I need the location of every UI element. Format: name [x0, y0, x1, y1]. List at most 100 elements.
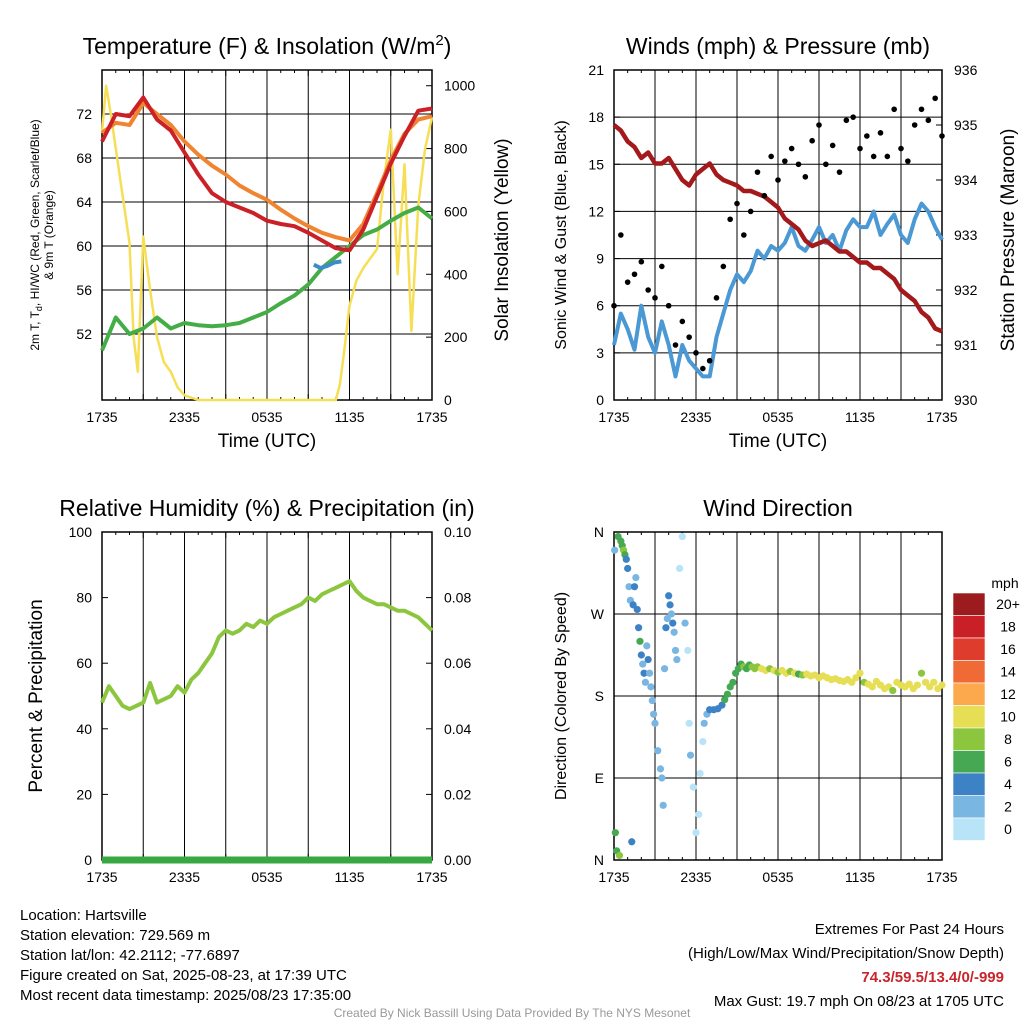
direction-panel-y-tick-label: W: [591, 606, 605, 622]
direction-point: [630, 583, 639, 591]
direction-point: [660, 665, 669, 673]
winds-panel-y-tick-label: 3: [596, 345, 604, 361]
humidity-panel-y2-tick-label: 0.06: [444, 655, 471, 671]
winds-panel-ylabel: Sonic Wind & Gust (Blue, Black): [553, 120, 570, 349]
humidity-panel-y2-tick-label: 0.04: [444, 721, 471, 737]
direction-point: [643, 642, 651, 650]
gust-point: [679, 318, 686, 325]
direction-point: [692, 829, 700, 837]
winds-panel-y2-tick-label: 933: [954, 227, 978, 243]
direction-point: [696, 769, 704, 778]
temperature-series-solar: [100, 84, 434, 402]
winds-panel-y-tick-label: 18: [588, 109, 604, 125]
direction-panel-x-tick-label: 1735: [926, 869, 957, 885]
humidity-panel-y-tick-label: 80: [76, 590, 92, 606]
max-gust-text: Max Gust: 19.7 mph On 08/23 at 1705 UTC: [713, 993, 1004, 1010]
winds-panel-ylabel-group: Sonic Wind & Gust (Blue, Black): [553, 120, 570, 349]
humidity-panel-y-tick-label: 20: [76, 786, 92, 802]
colorbar-swatch: [952, 817, 986, 841]
gust-point: [843, 117, 850, 124]
direction-point: [611, 546, 619, 554]
winds-panel-x-tick-label: 1735: [598, 409, 629, 425]
temperature-panel-x-tick-label: 0535: [251, 409, 282, 425]
temperature-panel-xlabel: Time (UTC): [218, 431, 317, 452]
direction-point: [658, 774, 666, 782]
gust-point: [720, 263, 727, 270]
temperature-panel-y-tick-label: 52: [76, 326, 92, 342]
temperature-panel-x-tick-label: 1135: [334, 409, 364, 425]
gust-point: [788, 145, 795, 152]
direction-point: [622, 555, 630, 563]
direction-point: [636, 637, 644, 645]
location-text: Location: Hartsville: [20, 907, 147, 924]
direction-point: [628, 838, 636, 846]
humidity-panel-ylabel-group: Percent & Precipitation: [26, 599, 47, 792]
gust-point: [782, 158, 788, 164]
gust-point: [809, 137, 815, 144]
temperature-panel-y2-tick-label: 200: [444, 329, 468, 345]
winds-panel-xlabel: Time (UTC): [729, 431, 828, 452]
temperature-series-2m-t: [100, 95, 433, 253]
colorbar-swatch: [952, 727, 986, 751]
direction-point: [917, 669, 926, 677]
direction-panel-y-tick-label: S: [595, 688, 604, 704]
gust-point: [795, 161, 802, 168]
direction-panel-x-tick-label: 2335: [680, 869, 711, 885]
gust-point: [939, 133, 945, 139]
gust-point: [665, 302, 672, 309]
direction-point: [644, 655, 652, 664]
winds-panel-x-tick-label: 2335: [680, 409, 711, 425]
winds-panel-y2-tick-label: 936: [954, 62, 978, 78]
gust-point: [836, 169, 843, 175]
winds-panel-ylabel2-group: Station Pressure (Maroon): [998, 129, 1019, 352]
direction-point: [662, 624, 670, 632]
gust-point: [652, 295, 658, 301]
colorbar-swatch: [952, 682, 986, 706]
gust-point: [829, 142, 836, 149]
colorbar-label: 16: [1000, 641, 1016, 657]
temperature-panel-y-tick-label: 60: [76, 238, 92, 254]
direction-point: [637, 651, 645, 659]
gust-point: [768, 153, 774, 160]
winds-panel-title: Winds (mph) & Pressure (mb): [626, 33, 930, 59]
temperature-panel-y2-tick-label: 400: [444, 266, 468, 282]
gust-point: [870, 153, 877, 160]
elevation-text: Station elevation: 729.569 m: [20, 927, 211, 944]
direction-point: [699, 737, 707, 746]
humidity-panel-y-tick-label: 60: [76, 655, 92, 671]
colorbar-label: 2: [1004, 799, 1012, 815]
direction-point: [647, 683, 655, 691]
temperature-panel-ylabel2-group: Solar Insolation (Yellow): [492, 138, 513, 341]
colorbar-label: 18: [1000, 619, 1016, 635]
humidity-panel-title: Relative Humidity (%) & Precipitation (i…: [59, 495, 474, 521]
gust-point: [638, 258, 645, 265]
humidity-panel-y2-tick-label: 0.08: [444, 590, 471, 606]
gust-point: [775, 177, 781, 183]
gust-point: [700, 365, 706, 372]
direction-point: [625, 583, 633, 591]
direction-point: [671, 646, 680, 655]
gust-point: [693, 350, 699, 356]
humidity-panel-x-tick-label: 0535: [251, 869, 282, 885]
humidity-panel-ylabel: Percent & Precipitation: [26, 599, 47, 792]
direction-point: [856, 669, 864, 677]
direction-point: [729, 678, 737, 686]
temperature-panel: 1735 2335 0535 1135 1735 Time (UTC) 52 56 60 64 68…: [76, 69, 475, 452]
recent-text: Most recent data timestamp: 2025/08/23 1…: [20, 987, 352, 1004]
winds-panel-y2-tick-label: 934: [954, 172, 978, 188]
direction-panel-ylabel: Direction (Colored By Speed): [553, 592, 570, 800]
extremes-values: 74.3/59.5/13.4/0/-999: [861, 969, 1004, 986]
colorbar-label: 4: [1004, 776, 1012, 792]
gust-point: [659, 263, 665, 270]
temperature-panel-y-tick-label: 56: [76, 282, 92, 298]
direction-point: [669, 619, 677, 627]
gust-point: [932, 95, 938, 102]
temperature-panel-y2-tick-label: 600: [444, 203, 468, 219]
temperature-panel-y-tick-label: 68: [76, 150, 92, 166]
gust-point: [911, 122, 918, 128]
direction-point: [723, 690, 732, 698]
direction-panel-ylabel-group: Direction (Colored By Speed): [553, 592, 570, 800]
created-text: Figure created on Sat, 2025-08-23, at 17…: [20, 967, 347, 984]
direction-point: [615, 851, 624, 860]
